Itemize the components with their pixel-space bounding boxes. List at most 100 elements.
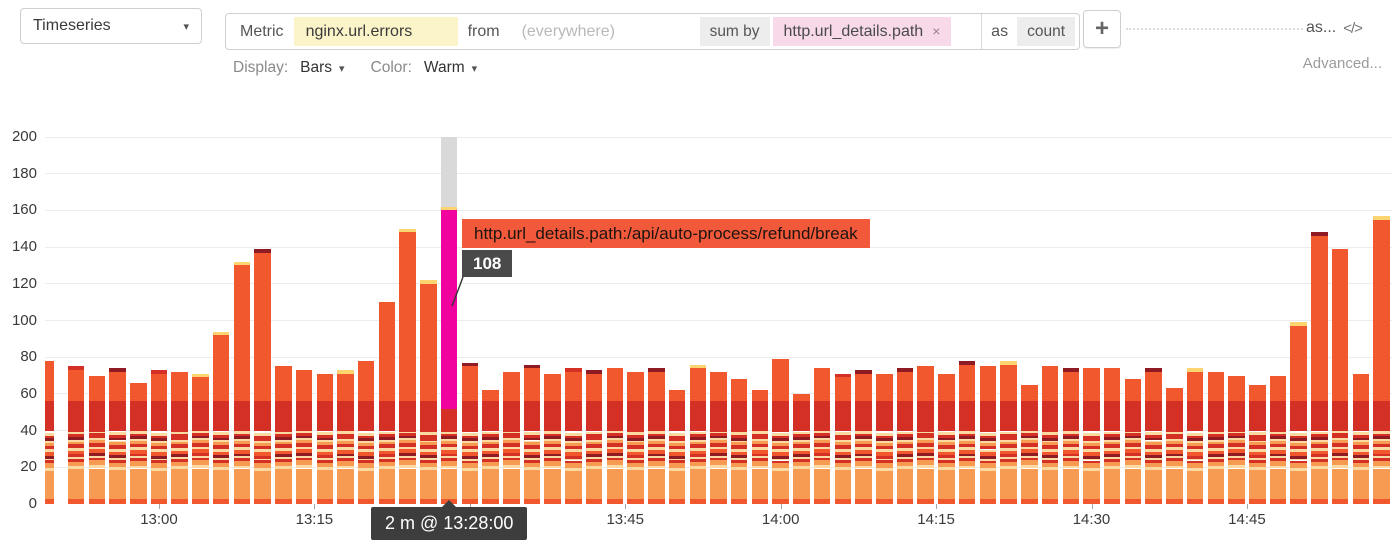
bar-segment: [45, 463, 54, 468]
bar-13:44[interactable]: [606, 368, 624, 504]
bar-13:52[interactable]: [689, 364, 707, 504]
bar-segment: [1311, 461, 1328, 467]
bar-segment: [1062, 461, 1080, 466]
bar-13:00[interactable]: [150, 370, 168, 504]
bar-14:56[interactable]: [1352, 373, 1370, 504]
bar-13:40[interactable]: [565, 368, 582, 504]
advanced-link[interactable]: Advanced...: [1302, 55, 1382, 72]
bar-13:34[interactable]: [503, 371, 520, 504]
bar-12:50[interactable]: [45, 360, 54, 504]
bar-14:06[interactable]: [834, 373, 852, 504]
display-value[interactable]: Bars: [300, 59, 333, 76]
add-query-button[interactable]: +: [1083, 10, 1121, 48]
bar-14:50[interactable]: [1290, 322, 1307, 504]
bar-segment: [1311, 437, 1328, 440]
from-input[interactable]: (everywhere): [521, 23, 615, 40]
bar-13:08[interactable]: [233, 261, 251, 504]
bar-14:26[interactable]: [1041, 366, 1059, 504]
bar-13:24[interactable]: [399, 228, 416, 504]
bar-13:18[interactable]: [337, 370, 354, 504]
bar-13:04[interactable]: [192, 373, 209, 504]
bar-13:48[interactable]: [648, 368, 665, 504]
bar-14:40[interactable]: [1186, 368, 1204, 504]
visualization-selector[interactable]: Timeseries ▾: [20, 8, 202, 44]
bar-segment: [192, 377, 209, 402]
bar-14:38[interactable]: [1166, 388, 1183, 504]
bar-13:56[interactable]: [730, 379, 748, 504]
bar-14:48[interactable]: [1269, 375, 1287, 504]
bar-14:04[interactable]: [813, 368, 831, 504]
bar-segment: [88, 460, 106, 465]
bar-segment: [150, 449, 168, 453]
chevron-down-icon[interactable]: ▾: [339, 62, 345, 75]
bar-14:20[interactable]: [979, 366, 997, 504]
bar-14:16[interactable]: [938, 373, 955, 504]
bar-segment: [855, 373, 872, 402]
bar-14:54[interactable]: [1331, 248, 1349, 504]
bar-segment: [1228, 469, 1245, 500]
bar-segment: [399, 232, 416, 402]
bar-14:24[interactable]: [1021, 384, 1038, 504]
bar-segment: [67, 454, 85, 458]
bar-13:32[interactable]: [482, 390, 499, 504]
bar-13:50[interactable]: [668, 390, 686, 504]
bar-segment: [67, 431, 85, 435]
bar-14:32[interactable]: [1103, 368, 1121, 504]
bar-13:16[interactable]: [316, 373, 334, 504]
bar-13:38[interactable]: [544, 373, 561, 504]
bar-14:00[interactable]: [772, 359, 789, 504]
bar-segment: [813, 401, 831, 432]
chevron-down-icon[interactable]: ▾: [471, 62, 478, 75]
bar-14:44[interactable]: [1228, 375, 1245, 504]
bar-12:54[interactable]: [88, 375, 106, 504]
plus-icon: +: [1094, 15, 1109, 42]
bar-12:52[interactable]: [67, 366, 85, 504]
bar-13:58[interactable]: [751, 390, 769, 504]
bar-segment: [917, 460, 934, 465]
bar-12:56[interactable]: [109, 368, 126, 504]
bar-14:46[interactable]: [1249, 384, 1266, 504]
bar-13:46[interactable]: [627, 371, 644, 504]
bar-14:12[interactable]: [896, 368, 914, 504]
bar-14:28[interactable]: [1062, 368, 1080, 504]
as-function-link[interactable]: as... </>: [1306, 19, 1363, 37]
bar-14:02[interactable]: [793, 393, 810, 504]
bar-13:30[interactable]: [461, 362, 479, 504]
bar-13:54[interactable]: [710, 371, 727, 504]
remove-tag-icon[interactable]: ×: [932, 23, 941, 39]
bar-14:58[interactable]: [1373, 215, 1390, 504]
bar-13:14[interactable]: [295, 370, 313, 504]
y-gridline: [45, 320, 1392, 321]
bar-14:22[interactable]: [1000, 360, 1017, 504]
bar-12:58[interactable]: [129, 382, 147, 504]
x-axis-label: 13:15: [295, 511, 334, 528]
bar-14:52[interactable]: [1311, 232, 1328, 504]
bar-13:26[interactable]: [420, 280, 437, 504]
bar-14:08[interactable]: [855, 370, 872, 504]
as-value-chip[interactable]: count: [1017, 17, 1075, 46]
bar-14:36[interactable]: [1145, 368, 1162, 504]
bar-14:10[interactable]: [876, 373, 893, 504]
sum-by-tag[interactable]: http.url_details.path ×: [772, 17, 952, 46]
bar-segment: [1290, 463, 1307, 468]
bar-13:12[interactable]: [275, 366, 292, 504]
bar-segment: [1041, 366, 1059, 402]
bar-13:28[interactable]: [440, 206, 458, 504]
metric-input[interactable]: nginx.url.errors: [293, 17, 458, 46]
bar-14:30[interactable]: [1083, 368, 1100, 504]
bar-14:18[interactable]: [958, 360, 976, 504]
bar-13:02[interactable]: [171, 371, 188, 504]
bar-13:36[interactable]: [523, 364, 541, 504]
bar-segment: [1166, 443, 1183, 448]
bar-14:34[interactable]: [1124, 379, 1142, 504]
bar-13:06[interactable]: [212, 331, 230, 504]
bar-13:22[interactable]: [378, 302, 396, 504]
bar-13:20[interactable]: [357, 360, 375, 504]
color-value[interactable]: Warm: [423, 59, 465, 76]
bar-14:42[interactable]: [1207, 371, 1225, 504]
bar-14:14[interactable]: [917, 366, 934, 504]
bar-segment: [1269, 499, 1287, 504]
bar-13:42[interactable]: [585, 370, 603, 504]
bar-13:10[interactable]: [254, 248, 271, 504]
bar-segment: [316, 499, 334, 504]
